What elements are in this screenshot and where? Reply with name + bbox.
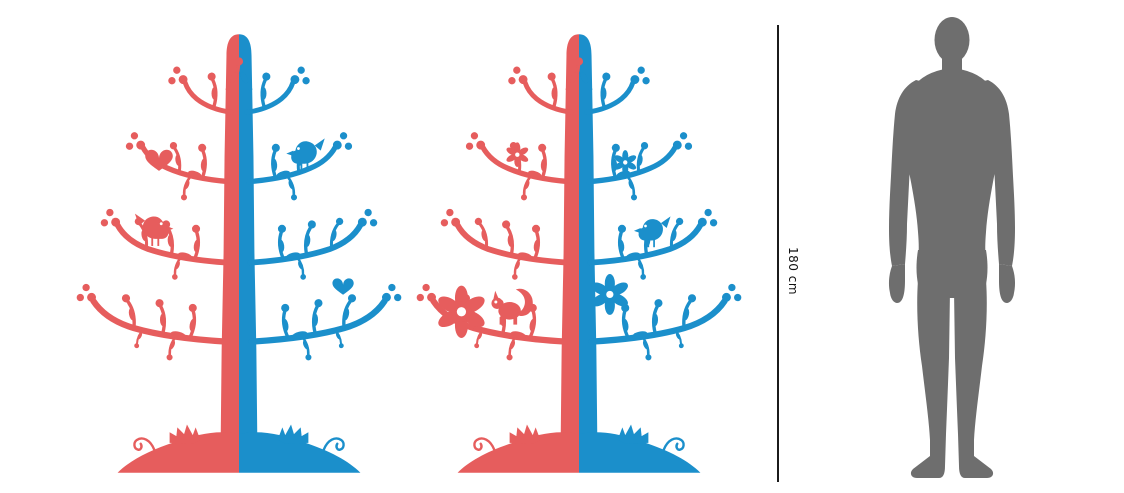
human-left-leg bbox=[910, 280, 950, 478]
tree-b-right-half bbox=[567, 34, 743, 472]
human-left-hand bbox=[888, 264, 905, 303]
scale-label: 180 cm bbox=[786, 247, 800, 296]
human-right-leg bbox=[954, 280, 994, 478]
human-figure bbox=[888, 17, 1016, 478]
bird-icon bbox=[134, 213, 174, 246]
bird-icon bbox=[633, 216, 671, 248]
tree-a bbox=[80, 24, 398, 482]
human-right-hand bbox=[999, 264, 1016, 303]
heart-icon bbox=[332, 278, 354, 295]
human-head bbox=[934, 17, 970, 63]
scale-line bbox=[777, 25, 779, 482]
human-silhouette bbox=[888, 17, 1016, 478]
squirrel-icon bbox=[491, 288, 533, 325]
tree-a-right-half bbox=[227, 34, 403, 472]
tree-a-left-half bbox=[75, 34, 251, 472]
human-right-arm bbox=[980, 80, 1015, 266]
human-torso bbox=[904, 68, 1000, 260]
flower-icon bbox=[505, 142, 530, 167]
human-left-arm bbox=[889, 80, 924, 266]
tree-b bbox=[420, 24, 738, 482]
tree-b-left-half bbox=[415, 34, 591, 472]
